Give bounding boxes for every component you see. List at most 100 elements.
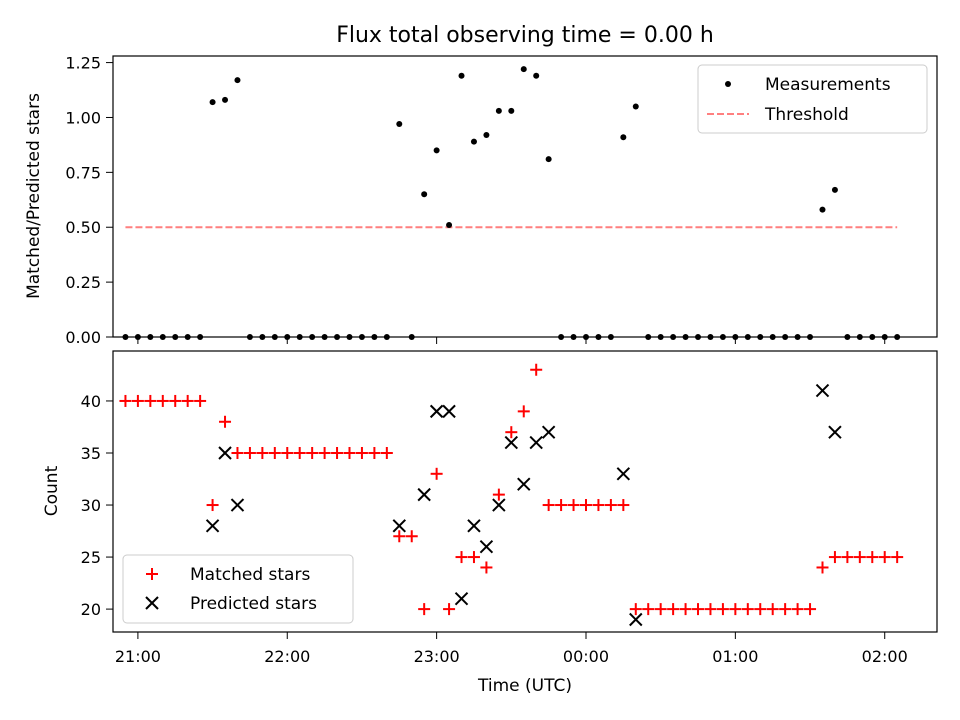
bottom-y-tick-label: 20: [81, 600, 101, 619]
legend-predicted-marker: [145, 596, 159, 610]
predicted-star-point: [218, 446, 232, 460]
top-y-axis-label: Matched/Predicted stars: [24, 93, 44, 299]
legend-predicted-label: Predicted stars: [190, 594, 317, 614]
matched-stars-points: [119, 363, 904, 616]
bottom-y-tick-label: 25: [81, 548, 101, 567]
matched-star-point: [306, 446, 319, 459]
measurement-point: [433, 147, 440, 154]
predicted-star-point: [230, 498, 245, 512]
matched-star-point: [480, 561, 493, 574]
bottom-x-tick-label: 02:00: [862, 647, 908, 666]
measurement-point: [483, 132, 490, 139]
top-y-tick-label: 0.25: [65, 273, 101, 292]
bottom-x-ticks: 21:00 22:00 23:00 00:00 01:00 02:00: [115, 632, 908, 666]
legend-threshold-label: Threshold: [764, 105, 849, 125]
measurement-point: [495, 107, 502, 114]
matched-star-point: [716, 603, 729, 616]
predicted-star-point: [815, 383, 830, 398]
predicted-star-point: [492, 498, 506, 512]
matched-star-point: [119, 394, 132, 407]
matched-star-point: [368, 446, 381, 459]
matched-star-point: [642, 603, 655, 616]
matched-star-point: [567, 499, 580, 512]
measurement-point: [819, 206, 826, 213]
matched-star-point: [828, 551, 841, 564]
legend-measurements-label: Measurements: [765, 75, 891, 95]
predicted-star-point: [616, 467, 631, 481]
matched-star-point: [891, 551, 904, 564]
top-legend: Measurements Threshold: [697, 64, 928, 134]
matched-star-point: [156, 394, 169, 407]
bottom-axes-frame: [112, 350, 938, 633]
matched-star-point: [268, 446, 281, 459]
top-y-tick-label: 0.75: [65, 163, 101, 182]
bottom-y-axis-label: Count: [42, 465, 62, 516]
top-legend-frame: [697, 64, 928, 134]
bottom-x-axis-label: Time (UTC): [477, 676, 572, 696]
matched-star-point: [517, 405, 530, 418]
matched-star-point: [256, 446, 269, 459]
matched-star-point: [853, 551, 866, 564]
bottom-x-tick-label: 22:00: [264, 647, 310, 666]
top-panel: Flux total observing time = 0.00 h Match…: [24, 23, 938, 347]
matched-star-point: [729, 603, 742, 616]
legend-matched-label: Matched stars: [190, 565, 310, 585]
matched-star-point: [293, 446, 306, 459]
top-y-tick-label: 0.00: [65, 328, 101, 347]
matched-star-point: [318, 446, 331, 459]
matched-star-point: [841, 551, 854, 564]
predicted-star-point: [629, 612, 643, 627]
bottom-panel: Count Time (UTC) 20 25 30 35 40 21:00 22:00 23…: [42, 350, 938, 696]
measurement-point: [831, 186, 838, 193]
matched-star-point: [492, 488, 505, 501]
bottom-legend: Matched stars Predicted stars: [122, 554, 354, 624]
top-y-tick-label: 1.25: [65, 54, 101, 73]
matched-star-point: [355, 446, 368, 459]
matched-star-point: [555, 499, 568, 512]
matched-star-point: [194, 394, 207, 407]
predicted-star-point: [429, 404, 444, 419]
matched-star-point: [791, 603, 804, 616]
matched-star-point: [393, 530, 406, 543]
predicted-star-point: [205, 519, 220, 533]
measurement-point: [209, 99, 216, 106]
matched-star-point: [169, 394, 182, 407]
legend-matched-marker: [146, 568, 158, 580]
matched-star-point: [331, 446, 344, 459]
bottom-y-tick-label: 40: [81, 392, 101, 411]
matched-star-point: [692, 603, 705, 616]
matched-star-point: [592, 499, 605, 512]
bottom-x-tick-label: 01:00: [712, 647, 758, 666]
predicted-stars-points: [205, 383, 842, 627]
bottom-legend-frame: [122, 554, 354, 624]
measurement-point: [234, 77, 241, 84]
matched-star-point: [654, 603, 667, 616]
matched-star-point: [343, 446, 356, 459]
matched-star-point: [181, 394, 194, 407]
matched-star-point: [281, 446, 294, 459]
matched-star-point: [542, 499, 555, 512]
matched-star-point: [418, 603, 431, 616]
matched-star-point: [131, 394, 144, 407]
measurement-point: [470, 138, 477, 145]
matched-star-point: [679, 603, 692, 616]
matched-star-point: [467, 551, 480, 564]
matched-star-point: [579, 499, 592, 512]
matched-star-point: [430, 467, 443, 480]
matched-star-point: [505, 426, 518, 439]
matched-star-point: [741, 603, 754, 616]
predicted-star-point: [467, 519, 481, 533]
matched-star-point: [816, 561, 829, 574]
matched-star-point: [144, 394, 157, 407]
top-y-tick-label: 0.50: [65, 218, 101, 237]
measurement-point: [533, 72, 540, 79]
measurement-point: [545, 156, 552, 163]
bottom-x-tick-label: 21:00: [115, 647, 161, 666]
bottom-x-tick-label: 00:00: [563, 647, 609, 666]
top-y-ticks: 0.00 0.25 0.50 0.75 1.00 1.25: [65, 54, 113, 347]
matched-star-point: [530, 363, 543, 376]
measurement-point: [632, 103, 639, 110]
legend-measurements-marker: [725, 81, 731, 87]
predicted-star-point: [541, 425, 556, 439]
matched-star-point: [779, 603, 792, 616]
